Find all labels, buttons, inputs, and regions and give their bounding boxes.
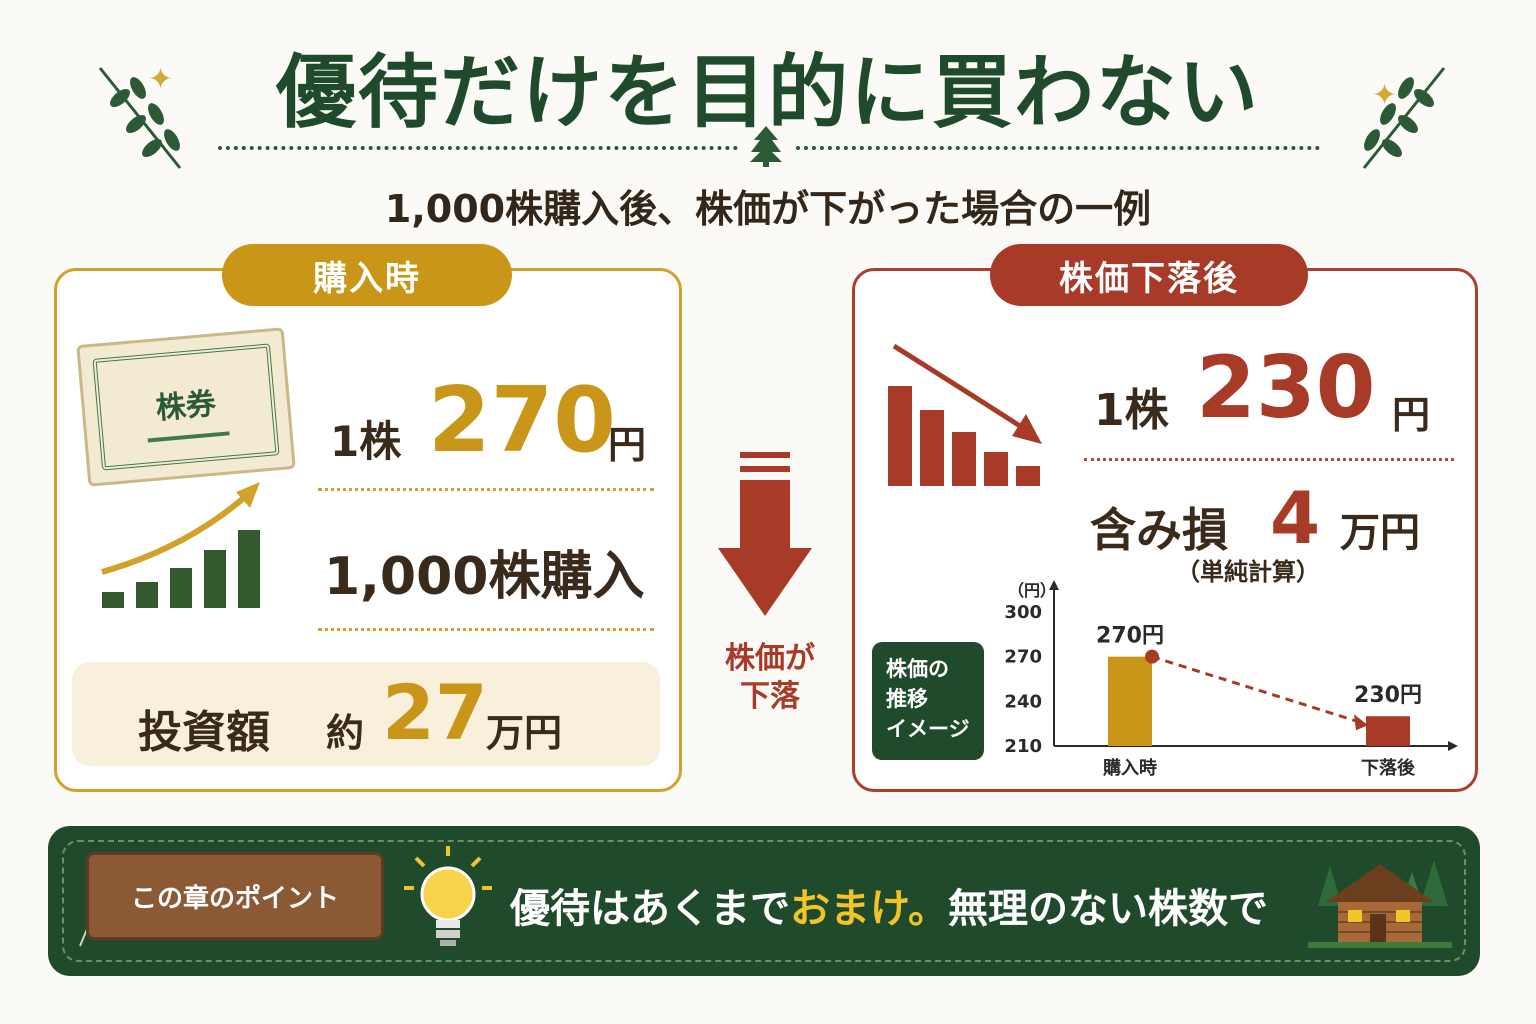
investment-prefix: 約 [326,711,365,755]
y-tick-label: 240 [1004,691,1042,712]
x-tick-label: 購入時 [1102,757,1157,779]
y-axis-arrow [1049,580,1059,590]
unrealized-loss-value: 4 [1270,476,1321,560]
current-price-prefix: 1株 [1094,385,1169,436]
leaf-sprig-right-icon [1362,67,1446,169]
trend-arrowhead [1354,714,1368,731]
chart-caption-line3: イメージ [886,717,970,741]
divider [318,628,654,631]
unrealized-loss-note: （単純計算） [1176,558,1320,586]
x-axis-arrow [1448,741,1458,751]
key-point-sign: この章のポイント [86,852,384,940]
bar [1108,656,1152,746]
current-price-value: 230 [1196,338,1376,438]
rising-chart-icon [101,482,260,608]
bar [1366,716,1410,746]
x-tick-label: 下落後 [1361,757,1416,779]
y-axis-label: （円） [1008,581,1056,600]
investment-unit: 万円 [486,711,563,755]
stock-certificate: 株券 [76,327,296,487]
purchase-badge: 購入時 [222,244,512,306]
unrealized-loss-label: 含み損 [1090,503,1228,557]
y-tick-label: 300 [1004,602,1042,623]
sparkle-icon: ✦ [148,62,174,97]
investment-label: 投資額 [138,707,270,758]
purchase-price-prefix: 1株 [330,417,402,466]
tree-icon [750,126,782,167]
y-tick-label: 210 [1004,736,1042,757]
chart-caption-line2: 推移 [886,687,928,711]
bar-value-label: 270円 [1096,624,1164,649]
key-point-highlight: おまけ。 [790,886,948,932]
after-drop-badge: 株価下落後 [990,244,1308,306]
key-point-text-after: 無理のない株数で [948,886,1268,932]
leaf-sprig-left-icon [98,67,182,169]
divider [1084,458,1454,461]
divider [218,146,738,150]
divider [796,146,1320,150]
price-drop-line1: 株価が [725,641,815,676]
price-drop-label: 株価が 下落 [700,640,840,716]
y-tick-label: 270 [1004,647,1042,668]
current-price-unit: 円 [1392,393,1431,437]
log-cabin-icon [1308,860,1452,948]
divider [318,488,654,491]
falling-chart-icon [888,343,1042,486]
investment-value: 27 [382,668,488,757]
bar-value-label: 230円 [1354,683,1422,708]
chart-caption-box: 株価の 推移 イメージ [872,642,984,760]
sparkle-icon: ✦ [1372,78,1398,113]
price-drop-line2: 下落 [740,679,800,714]
key-point-text: 優待はあくまでおまけ。無理のない株数で [510,876,1268,934]
investment-box [72,662,660,766]
purchase-price-unit: 円 [608,423,647,467]
lightbulb-icon [404,846,492,946]
unrealized-loss-unit: 万円 [1340,510,1420,556]
page-title: 優待だけを目的に買わない [276,46,1260,139]
shares-purchased: 1,000株購入 [324,547,645,607]
trend-line [1151,655,1361,724]
purchase-price-value: 270 [428,368,616,473]
key-point-text-before: 優待はあくまで [510,886,790,932]
chart-caption-line1: 株価の [886,657,949,681]
subtitle: 1,000株購入後、株価が下がった場合の一例 [384,187,1152,231]
down-arrow-icon [718,452,812,616]
key-point-border [62,840,1466,962]
